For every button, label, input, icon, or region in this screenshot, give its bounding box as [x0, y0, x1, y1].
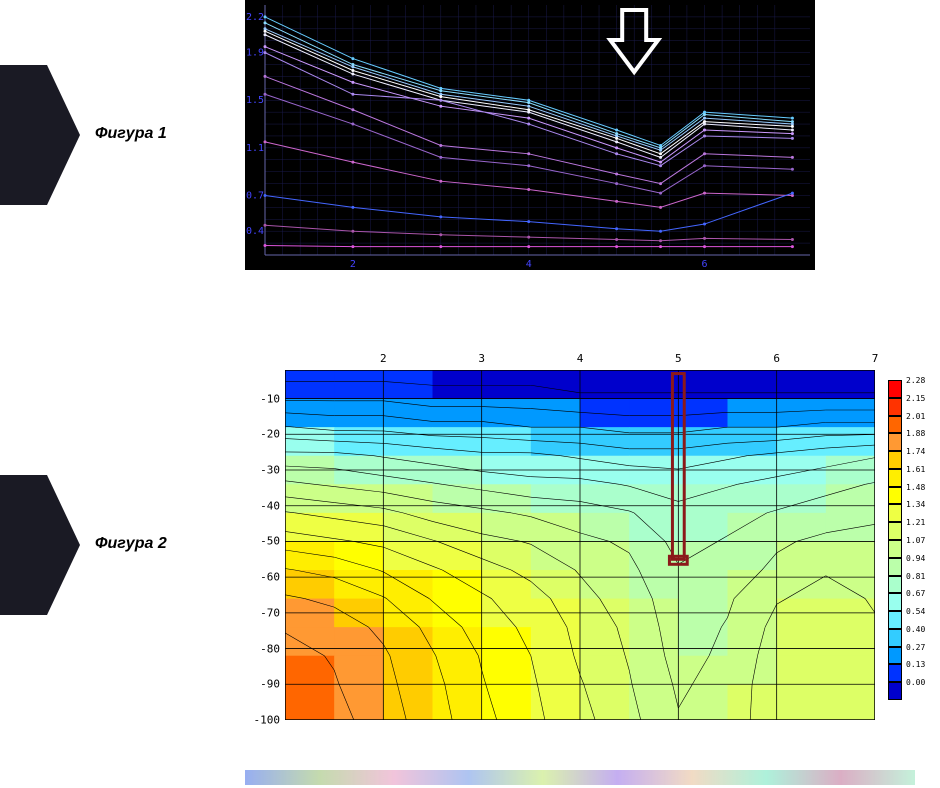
scale-swatch	[888, 451, 902, 469]
scale-value: 1.74	[906, 447, 925, 456]
chart2-colorscale: 2.282.152.011.881.741.611.481.341.211.07…	[888, 380, 940, 700]
scale-swatch	[888, 380, 902, 398]
scale-swatch	[888, 682, 902, 700]
scale-swatch	[888, 522, 902, 540]
scale-swatch	[888, 504, 902, 522]
svg-text:1.9: 1.9	[246, 48, 264, 59]
chart2-plot-area	[285, 370, 875, 720]
scale-swatch	[888, 593, 902, 611]
scale-swatch	[888, 416, 902, 434]
scale-value: 1.07	[906, 536, 925, 545]
svg-text:2: 2	[350, 259, 356, 270]
chart2-ytick: -20	[245, 428, 280, 441]
scale-value: 0.67	[906, 589, 925, 598]
scale-swatch	[888, 433, 902, 451]
scale-swatch	[888, 398, 902, 416]
chart2-svg	[285, 370, 875, 720]
chart2-ytick: -70	[245, 606, 280, 619]
chart1-svg: 2 4 6 0.4 0.7 1.1 1.5 1.9 2.2	[245, 0, 815, 270]
scale-value: 0.54	[906, 607, 925, 616]
svg-text:1.5: 1.5	[246, 95, 264, 106]
scale-swatch	[888, 558, 902, 576]
chart2-container: 2 3 4 5 6 7 -10 -20 -30 -40 -50 -60 -70 -80 -90 -100 2…	[245, 350, 940, 730]
chart2-xtick: 3	[478, 352, 485, 365]
scale-value: 0.81	[906, 572, 925, 581]
svg-text:2.2: 2.2	[246, 12, 264, 23]
chart2-ytick: -10	[245, 392, 280, 405]
chart2-ytick: -50	[245, 535, 280, 548]
chart2-ytick: -100	[245, 714, 280, 727]
noise-texture-bar	[245, 770, 915, 785]
figure2-label: Фигура 2	[95, 535, 167, 553]
chart2-xtick: 7	[872, 352, 879, 365]
scale-value: 0.13	[906, 660, 925, 669]
scale-value: 0.40	[906, 625, 925, 634]
svg-text:0.7: 0.7	[246, 190, 264, 201]
chart2-xtick: 6	[773, 352, 780, 365]
scale-value: 1.88	[906, 429, 925, 438]
scale-value: 1.21	[906, 518, 925, 527]
chart2-xtick: 4	[577, 352, 584, 365]
chart2-ytick: -40	[245, 499, 280, 512]
scale-value: 1.61	[906, 465, 925, 474]
chart2-ytick: -60	[245, 571, 280, 584]
scale-value: 2.01	[906, 412, 925, 421]
chart1-container: 2 4 6 0.4 0.7 1.1 1.5 1.9 2.2	[245, 0, 815, 270]
svg-text:0.4: 0.4	[246, 226, 264, 237]
chart2-ytick: -90	[245, 678, 280, 691]
svg-text:6: 6	[702, 259, 708, 270]
scale-swatch	[888, 540, 902, 558]
scale-value: 0.27	[906, 643, 925, 652]
scale-swatch	[888, 664, 902, 682]
chart2-ytick: -30	[245, 464, 280, 477]
scale-swatch	[888, 647, 902, 665]
svg-text:4: 4	[526, 259, 532, 270]
svg-text:1.1: 1.1	[246, 143, 264, 154]
scale-swatch	[888, 611, 902, 629]
scale-value: 1.34	[906, 500, 925, 509]
chevron-shape	[0, 475, 80, 615]
scale-value: 0.00	[906, 678, 925, 687]
scale-swatch	[888, 629, 902, 647]
figure1-label: Фигура 1	[95, 125, 167, 143]
chart2-xtick: 5	[675, 352, 682, 365]
scale-swatch	[888, 469, 902, 487]
scale-value: 0.94	[906, 554, 925, 563]
scale-value: 1.48	[906, 483, 925, 492]
chart2-ytick: -80	[245, 642, 280, 655]
chart2-xtick: 2	[380, 352, 387, 365]
scale-value: 2.15	[906, 394, 925, 403]
scale-swatch	[888, 487, 902, 505]
scale-swatch	[888, 576, 902, 594]
chevron-shape	[0, 65, 80, 205]
scale-value: 2.28	[906, 376, 925, 385]
